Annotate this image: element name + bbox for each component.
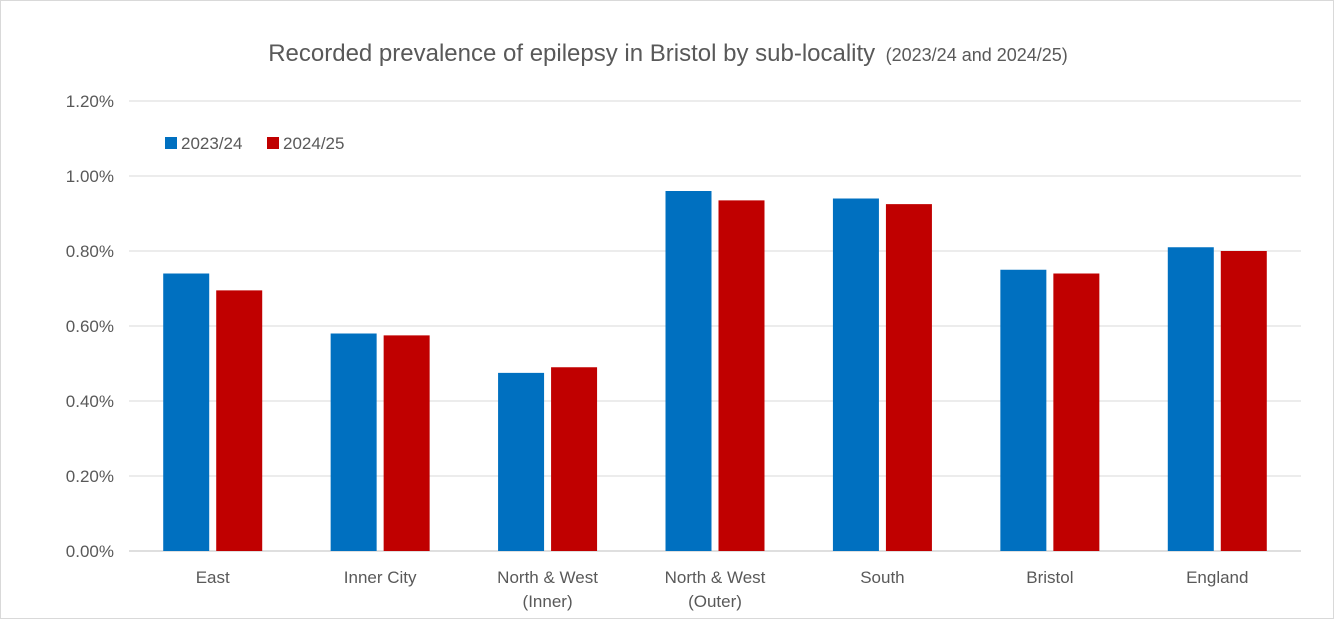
legend-label: 2024/25 <box>283 134 344 153</box>
bar-2024-25 <box>216 290 263 551</box>
bar-2023-24 <box>832 198 879 551</box>
x-axis-ticks: East Inner City North & West (Inner) North &… <box>196 568 1249 611</box>
chart-subtitle: (2023/24 and 2024/25) <box>886 45 1068 65</box>
x-tick-label: East <box>196 568 230 587</box>
bar-2023-24 <box>1167 247 1214 551</box>
bar-2024-25 <box>551 367 598 551</box>
x-tick-label: England <box>1186 568 1248 587</box>
legend: 2023/24 2024/25 <box>165 134 344 153</box>
chart-title: Recorded prevalence of epilepsy in Brist… <box>268 40 1068 67</box>
legend-swatch <box>165 137 177 149</box>
x-tick-label: North & West (Outer) <box>665 568 766 611</box>
bar-2023-24 <box>665 191 712 551</box>
x-tick-label: North & West (Inner) <box>497 568 598 611</box>
legend-swatch <box>267 137 279 149</box>
x-tick-label: South <box>860 568 904 587</box>
bar-2024-25 <box>885 204 932 551</box>
y-tick-label: 0.40% <box>66 392 114 411</box>
y-tick-label: 0.20% <box>66 467 114 486</box>
bar-2024-25 <box>718 200 765 551</box>
bar-2023-24 <box>1000 269 1047 551</box>
bar-2024-25 <box>1220 251 1267 551</box>
y-tick-label: 0.80% <box>66 242 114 261</box>
y-tick-label: 0.00% <box>66 542 114 561</box>
bar-2023-24 <box>498 372 545 551</box>
gridlines <box>129 100 1301 552</box>
bar-2024-25 <box>383 335 430 551</box>
legend-label: 2023/24 <box>181 134 242 153</box>
y-tick-label: 0.60% <box>66 317 114 336</box>
x-tick-label: Bristol <box>1026 568 1073 587</box>
bar-2023-24 <box>330 333 377 551</box>
chart-title-main: Recorded prevalence of epilepsy in Brist… <box>268 40 875 67</box>
y-tick-label: 1.00% <box>66 167 114 186</box>
bars <box>163 191 1267 551</box>
bar-2024-25 <box>1053 273 1100 551</box>
bar-2023-24 <box>163 273 210 551</box>
x-tick-label: Inner City <box>344 568 417 587</box>
y-tick-label: 1.20% <box>66 92 114 111</box>
y-axis-ticks: 0.00% 0.20% 0.40% 0.60% 0.80% 1.00% 1.20% <box>66 92 114 561</box>
